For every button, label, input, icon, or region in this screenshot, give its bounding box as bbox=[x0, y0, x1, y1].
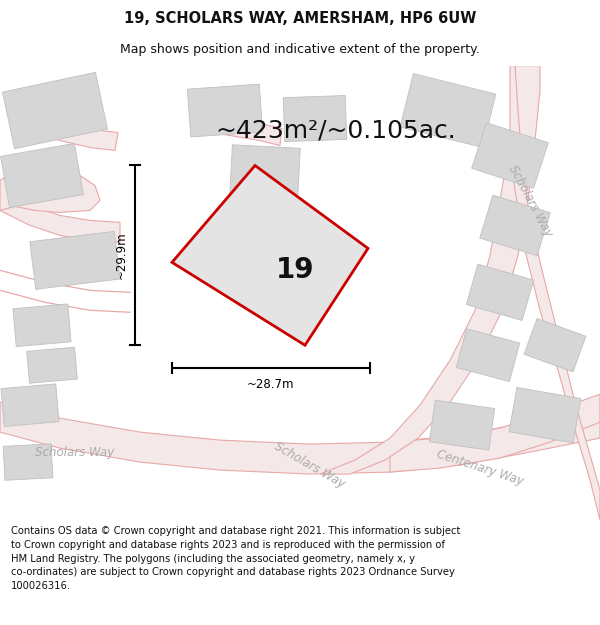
Text: Scholars Way: Scholars Way bbox=[506, 162, 554, 239]
Text: Contains OS data © Crown copyright and database right 2021. This information is : Contains OS data © Crown copyright and d… bbox=[11, 526, 460, 591]
Polygon shape bbox=[466, 264, 533, 321]
Text: Scholars Way: Scholars Way bbox=[35, 446, 115, 459]
Polygon shape bbox=[0, 191, 120, 242]
Polygon shape bbox=[1, 143, 83, 208]
Polygon shape bbox=[320, 66, 540, 474]
Polygon shape bbox=[510, 66, 600, 520]
Polygon shape bbox=[283, 96, 347, 142]
Polygon shape bbox=[0, 402, 600, 474]
Polygon shape bbox=[400, 74, 496, 148]
Polygon shape bbox=[472, 122, 548, 188]
Text: 19: 19 bbox=[276, 256, 314, 284]
Text: Map shows position and indicative extent of the property.: Map shows position and indicative extent… bbox=[120, 42, 480, 56]
Polygon shape bbox=[2, 72, 107, 149]
Polygon shape bbox=[456, 329, 520, 382]
Polygon shape bbox=[13, 304, 71, 347]
Text: ~28.7m: ~28.7m bbox=[247, 378, 295, 391]
Text: 19, SCHOLARS WAY, AMERSHAM, HP6 6UW: 19, SCHOLARS WAY, AMERSHAM, HP6 6UW bbox=[124, 11, 476, 26]
Polygon shape bbox=[390, 394, 600, 472]
Polygon shape bbox=[1, 384, 59, 426]
Polygon shape bbox=[26, 348, 77, 383]
Text: ~423m²/~0.105ac.: ~423m²/~0.105ac. bbox=[215, 119, 456, 142]
Polygon shape bbox=[0, 166, 100, 212]
Polygon shape bbox=[480, 195, 550, 256]
Polygon shape bbox=[200, 114, 282, 146]
Polygon shape bbox=[524, 319, 586, 372]
Polygon shape bbox=[509, 388, 581, 443]
Polygon shape bbox=[35, 112, 118, 151]
Polygon shape bbox=[187, 84, 263, 137]
Polygon shape bbox=[3, 444, 53, 480]
Text: ~29.9m: ~29.9m bbox=[115, 231, 128, 279]
Polygon shape bbox=[172, 166, 368, 345]
Text: Centenary Way: Centenary Way bbox=[435, 448, 525, 488]
Polygon shape bbox=[30, 231, 120, 289]
Polygon shape bbox=[230, 145, 301, 200]
Text: Scholars Way: Scholars Way bbox=[272, 439, 347, 491]
Polygon shape bbox=[430, 400, 494, 450]
